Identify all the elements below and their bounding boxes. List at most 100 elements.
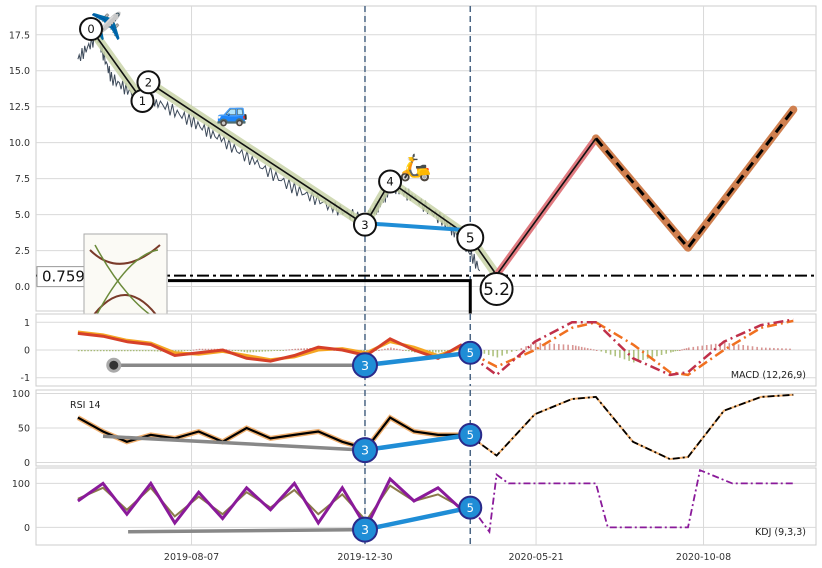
macd-histogram-bar: [384, 348, 386, 350]
macd-histogram-bar: [685, 348, 688, 350]
macd-histogram-bar: [443, 350, 446, 352]
kdj-frame: [35, 467, 817, 546]
zigzag-point-label: 2: [145, 75, 152, 89]
macd-histogram-bar: [156, 350, 159, 352]
macd-histogram-bar: [105, 350, 108, 352]
macd-histogram-bar: [291, 349, 294, 351]
rsi-forecast-line: [469, 393, 794, 461]
rsi-pattern-point-label: 5: [467, 428, 474, 442]
macd-histogram-bar: [111, 350, 114, 352]
kdj-pattern-point-label: 3: [361, 522, 369, 537]
projection-thin: [495, 137, 597, 276]
macd-histogram-bar: [710, 344, 713, 350]
price-ytick: 12.5: [9, 102, 30, 113]
x-axis: 2019-08-07 2019-12-30 2020-05-21 2020-10-08: [164, 552, 731, 563]
macd-pattern-point-label: 5: [467, 346, 474, 360]
macd-histogram-bar: [665, 350, 668, 354]
macd-histogram-bar: [108, 350, 111, 352]
macd-pattern-point-circle: [351, 352, 378, 379]
macd-histogram-bar: [381, 349, 383, 351]
macd-histogram-bar: [177, 350, 180, 353]
macd-histogram-bar: [492, 350, 494, 357]
macd-histogram-bar: [201, 348, 204, 350]
macd-histogram-bar: [234, 350, 237, 351]
price-ytick: 10.0: [9, 138, 30, 149]
emoji-marker: 🛵: [399, 153, 431, 183]
macd-histogram-bar: [183, 350, 186, 352]
kdj-pattern-point-circle: [351, 516, 378, 543]
macd-histogram-bar: [583, 347, 586, 350]
projection-dashed: [594, 108, 795, 251]
kdj-ytick: 100: [12, 479, 30, 490]
macd-histogram-bar: [180, 350, 183, 352]
macd-histogram-bar: [279, 350, 282, 351]
zigzag-point-circle: [136, 70, 161, 95]
macd-histogram-bar: [619, 350, 621, 358]
kdj-pattern-gray: [128, 527, 366, 534]
x-tick-label: 2020-10-08: [676, 552, 731, 563]
rsi-pattern-point-label: 3: [361, 443, 369, 458]
macd-histogram-bar: [276, 350, 279, 351]
macd-histogram-bar: [714, 343, 717, 350]
macd-histogram-bar: [126, 350, 129, 352]
macd-line: [77, 331, 463, 363]
rsi-pattern-point-circle: [458, 422, 483, 447]
macd-histogram-bar: [138, 350, 141, 352]
macd-histogram-bar: [147, 350, 150, 352]
macd-histogram-bar: [114, 350, 117, 352]
macd-histogram-bar: [544, 343, 546, 350]
macd-histogram-bar: [483, 350, 486, 354]
rsi-ytick: 100: [12, 389, 30, 400]
macd-histogram-bar: [249, 350, 252, 353]
macd-histogram-bar: [539, 342, 542, 350]
macd-histogram-bar: [683, 348, 686, 350]
macd-histogram-bar: [760, 347, 763, 350]
macd-histogram-bar: [651, 350, 654, 358]
macd-histogram-bar: [93, 350, 96, 352]
macd-histogram-bar: [255, 350, 258, 353]
rsi-pattern-point-circle: [351, 437, 378, 464]
macd-histogram-bar: [592, 349, 595, 351]
macd-pattern-start-dot: [106, 357, 122, 373]
zigzag-point-circle: [79, 17, 104, 42]
macd-histogram-bar: [240, 350, 243, 352]
macd-histogram-bar: [705, 345, 708, 350]
macd-histogram-bar: [656, 350, 658, 357]
macd-histogram-bar: [129, 350, 132, 352]
macd-panel: -1 0 1 3 5 MACD (12,26,9): [21, 313, 817, 387]
macd-histogram-bar: [586, 348, 589, 350]
macd-histogram-bar: [300, 348, 302, 350]
macd-histogram-bar: [534, 342, 537, 350]
macd-histogram-bar: [159, 350, 162, 352]
macd-histogram-bar: [90, 350, 93, 352]
macd-histogram-bar: [723, 342, 726, 350]
macd-histogram-bar: [515, 350, 518, 351]
macd-histogram-bar: [789, 348, 791, 350]
kdj-panel: 0 100 3 5 KDJ (9,3,3): [12, 467, 817, 546]
rsi-ytick: 50: [18, 424, 30, 435]
macd-forecast-line: [469, 318, 794, 377]
price-ytick: 17.5: [9, 30, 30, 41]
macd-histogram-bar: [681, 349, 683, 351]
macd-histogram-bar: [765, 347, 767, 350]
macd-histogram-bar: [390, 347, 392, 350]
macd-pattern-blue: [364, 350, 471, 368]
macd-ytick: 1: [24, 318, 30, 329]
macd-histogram-bar: [777, 348, 779, 350]
macd-histogram-bar: [440, 350, 443, 352]
macd-histogram-bar: [81, 350, 83, 352]
rsi-title: RSI 14: [70, 400, 101, 411]
rsi-pattern-blue: [364, 432, 471, 453]
macd-histogram-bar: [270, 350, 273, 352]
macd-histogram-bar: [231, 350, 234, 351]
macd-histogram-bar: [595, 350, 598, 351]
macd-pattern-point-label: 3: [361, 358, 369, 373]
kdj-pattern-point-circle: [458, 495, 483, 520]
macd-histogram-bar: [701, 345, 704, 350]
macd-histogram-bar: [660, 350, 663, 355]
macd-histogram-bar: [285, 349, 288, 351]
macd-histogram-bar: [174, 350, 177, 353]
macd-histogram-bar: [719, 343, 721, 350]
macd-histogram-bar: [294, 348, 297, 350]
